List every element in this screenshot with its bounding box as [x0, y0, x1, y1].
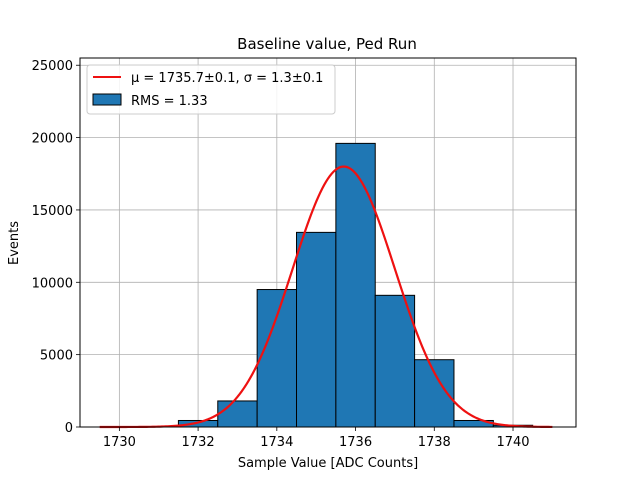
y-tick-label: 20000: [32, 132, 73, 147]
x-axis-ticks: 1730 1732 1734 1736 1738 1740: [103, 427, 530, 450]
gaussian-fit: [99, 165, 553, 429]
legend-rms-patch-swatch: [92, 93, 122, 106]
plot-frame: [79, 57, 577, 428]
y-axis-ticks: 0 5000 10000 15000 20000 25000: [32, 59, 80, 436]
legend-box: [86, 64, 336, 115]
histogram-bar: [217, 400, 258, 428]
grid: [80, 58, 576, 428]
x-tick-label: 1732: [182, 435, 215, 450]
histogram-bar: [374, 294, 416, 428]
y-tick-label: 25000: [32, 59, 73, 74]
fit-curve: [99, 165, 553, 429]
histogram-bar: [335, 142, 376, 428]
x-axis-label: Sample Value [ADC Counts]: [238, 456, 418, 471]
y-axis-label: Events: [7, 221, 22, 265]
histogram-bar: [256, 289, 298, 428]
legend-fit-label: μ = 1735.7±0.1, σ = 1.3±0.1: [131, 71, 323, 86]
x-tick-label: 1730: [103, 435, 136, 450]
legend: μ = 1735.7±0.1, σ = 1.3±0.1 RMS = 1.33: [86, 64, 336, 115]
x-tick-label: 1734: [260, 435, 293, 450]
y-tick-label: 15000: [32, 204, 73, 219]
legend-rms-label: RMS = 1.33: [131, 94, 208, 109]
histogram-bar: [296, 231, 337, 428]
x-tick-label: 1738: [418, 435, 451, 450]
chart-title: Baseline value, Ped Run: [237, 35, 417, 53]
y-tick-label: 5000: [40, 349, 73, 364]
y-tick-label: 10000: [32, 276, 73, 291]
x-tick-label: 1740: [496, 435, 529, 450]
x-tick-label: 1736: [339, 435, 372, 450]
y-tick-label: 0: [65, 421, 73, 436]
